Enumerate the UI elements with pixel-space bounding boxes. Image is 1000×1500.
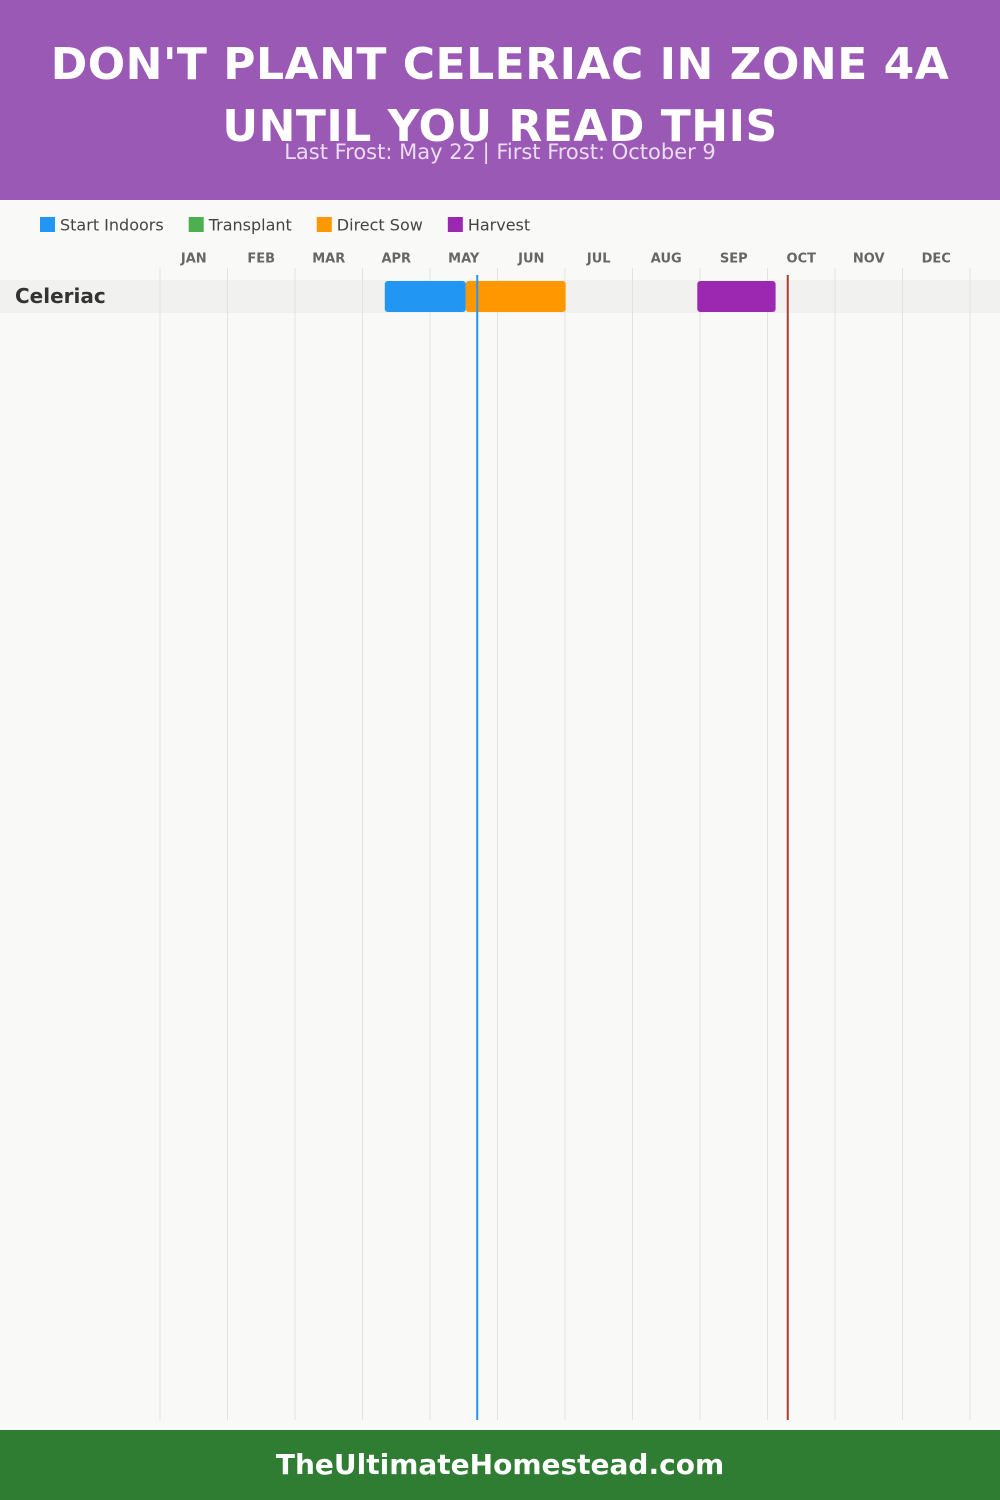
x-tick-label: NOV — [853, 252, 885, 267]
x-tick-label: JAN — [180, 252, 207, 267]
x-tick-label: MAY — [448, 252, 480, 267]
x-tick-label: JUN — [517, 252, 544, 267]
legend-swatch — [40, 217, 55, 232]
x-tick-label: MAR — [312, 252, 345, 267]
range-bar — [384, 281, 466, 312]
x-tick-label: SEP — [720, 252, 748, 267]
x-tick-label: FEB — [247, 252, 275, 267]
header: DON'T PLANT CELERIAC IN ZONE 4A UNTIL YO… — [0, 0, 1000, 200]
chart: Start Indoors Transplant Direct Sow Harvest… — [0, 216, 1000, 1420]
footer: TheUltimateHomestead.com — [0, 1430, 1000, 1500]
legend-swatch — [188, 217, 204, 232]
x-tick-label: OCT — [787, 252, 817, 267]
row-label: Celeriac — [15, 284, 106, 308]
legend-label: Transplant — [208, 216, 292, 235]
x-tick-label: JUL — [586, 252, 611, 267]
chart-title: DON'T PLANT CELERIAC IN ZONE 4A UNTIL YO… — [50, 39, 950, 152]
legend-label: Direct Sow — [337, 216, 423, 235]
legend-swatch — [316, 217, 332, 232]
range-bar — [465, 281, 566, 312]
legend-label: Start Indoors — [60, 216, 164, 235]
x-tick-label: DEC — [922, 252, 951, 267]
x-tick-label: AUG — [651, 252, 682, 267]
range-bar — [697, 281, 776, 312]
legend-swatch — [447, 217, 463, 232]
chart-subtitle: Last Frost: May 22 | First Frost: Octobe… — [284, 140, 716, 164]
legend-label: Harvest — [468, 216, 530, 235]
x-tick-label: APR — [381, 252, 411, 267]
